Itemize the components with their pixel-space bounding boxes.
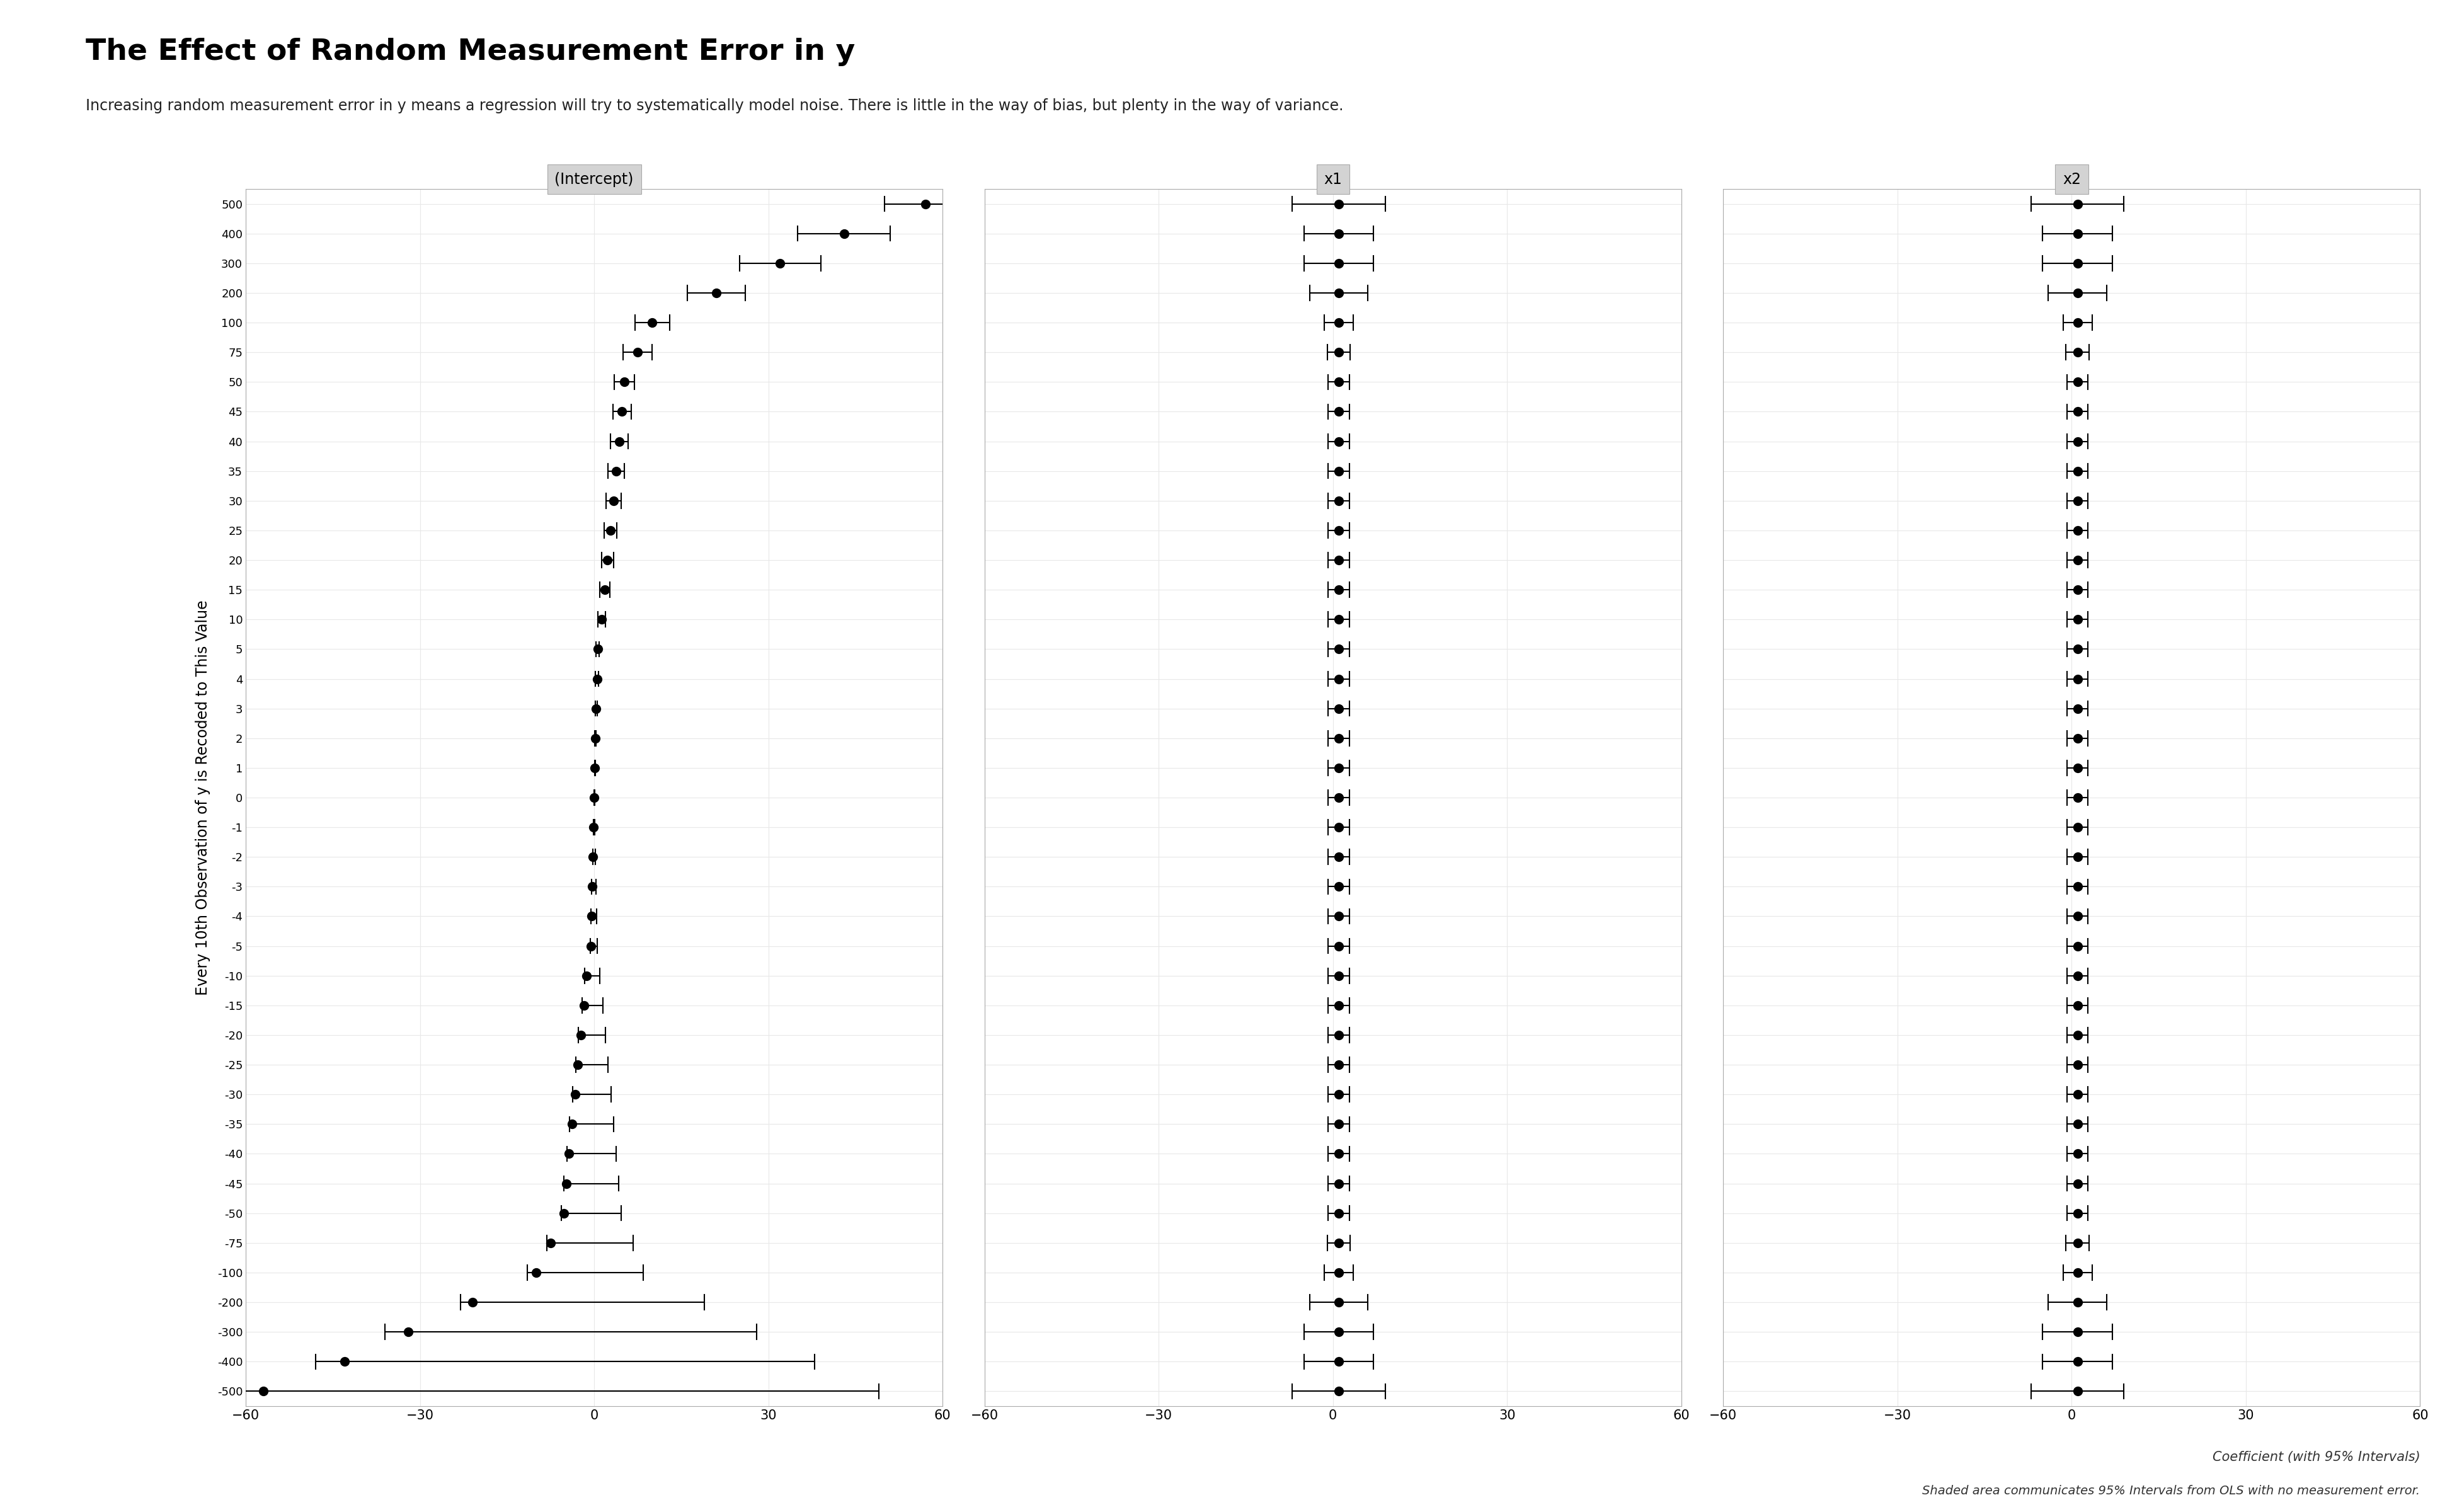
Text: The Effect of Random Measurement Error in y: The Effect of Random Measurement Error i… [86, 38, 855, 67]
Title: x1: x1 [1324, 172, 1342, 187]
Y-axis label: Every 10th Observation of y is Recoded to This Value: Every 10th Observation of y is Recoded t… [194, 600, 211, 995]
Title: x2: x2 [2061, 172, 2081, 187]
Text: Shaded area communicates 95% Intervals from OLS with no measurement error.: Shaded area communicates 95% Intervals f… [1921, 1485, 2420, 1497]
Text: Coefficient (with 95% Intervals): Coefficient (with 95% Intervals) [2211, 1452, 2420, 1464]
Text: Increasing random measurement error in y means a regression will try to systemat: Increasing random measurement error in y… [86, 98, 1344, 113]
Title: (Intercept): (Intercept) [555, 172, 634, 187]
